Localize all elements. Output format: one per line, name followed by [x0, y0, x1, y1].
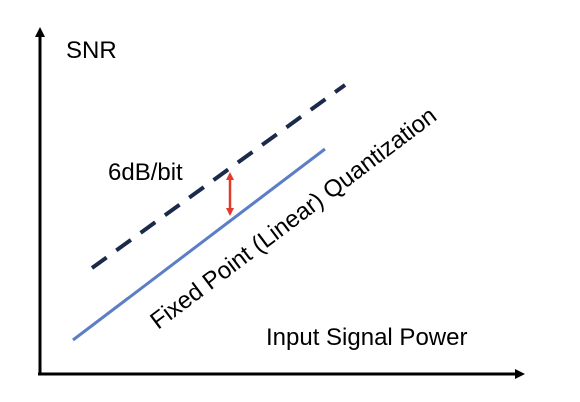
solid-line: [72, 147, 326, 342]
gap-label: 6dB/bit: [108, 159, 183, 186]
y-axis-label: SNR: [66, 37, 117, 64]
solid-line-label: Fixed Point (Linear) Quantization: [145, 102, 441, 335]
dashed-line: [90, 83, 347, 270]
x-axis-label: Input Signal Power: [266, 324, 467, 351]
